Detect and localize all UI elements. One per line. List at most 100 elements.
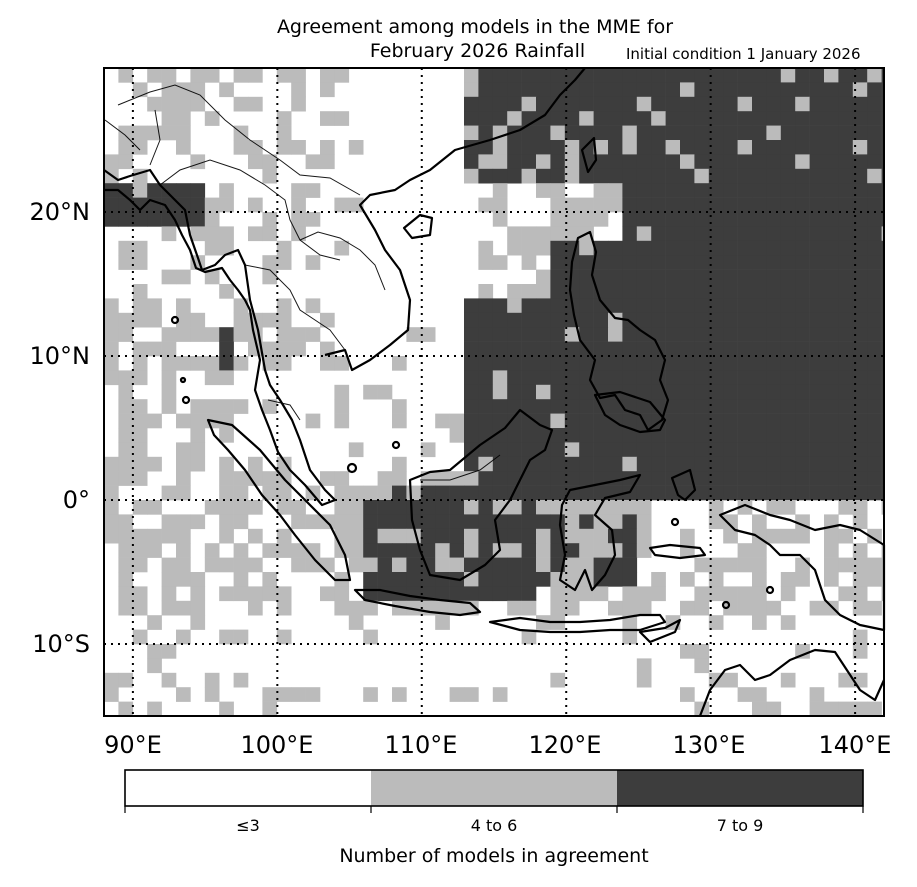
cell-mid-agreement	[132, 442, 148, 458]
cell-mid-agreement	[190, 68, 206, 83]
cell-high-agreement	[478, 485, 494, 501]
cell-high-agreement	[593, 327, 609, 342]
cell-high-agreement	[377, 586, 393, 602]
cell-high-agreement	[536, 399, 551, 414]
cell-high-agreement	[867, 226, 882, 242]
coastlines	[103, 67, 886, 717]
cell-high-agreement	[507, 384, 522, 400]
cell-mid-agreement	[118, 384, 134, 400]
cell-mid-agreement	[132, 82, 148, 98]
cell-high-agreement	[636, 384, 652, 400]
cell-mid-agreement	[492, 140, 508, 155]
cell-mid-agreement	[694, 644, 710, 659]
cell-mid-agreement	[867, 572, 882, 587]
cell-high-agreement	[737, 298, 753, 314]
cell-high-agreement	[752, 399, 767, 414]
cell-high-agreement	[752, 168, 767, 184]
cell-high-agreement	[550, 399, 566, 414]
cell-mid-agreement	[564, 557, 580, 573]
cell-high-agreement	[464, 442, 479, 458]
cell-high-agreement	[579, 471, 594, 486]
cell-mid-agreement	[550, 125, 566, 141]
cell-high-agreement	[824, 284, 839, 299]
cell-mid-agreement	[104, 500, 119, 515]
cell-high-agreement	[795, 312, 810, 328]
cell-high-agreement	[852, 298, 868, 314]
cell-mid-agreement	[867, 68, 882, 83]
cell-mid-agreement	[564, 500, 580, 515]
cell-high-agreement	[579, 413, 594, 429]
cell-high-agreement	[838, 384, 854, 400]
cell-high-agreement	[881, 428, 885, 443]
cell-high-agreement	[536, 168, 551, 184]
cell-high-agreement	[795, 471, 810, 486]
cell-high-agreement	[723, 68, 738, 83]
cell-mid-agreement	[334, 197, 350, 213]
cell-high-agreement	[536, 312, 551, 328]
cell-high-agreement	[147, 183, 162, 198]
cell-mid-agreement	[795, 96, 810, 112]
cell-high-agreement	[752, 327, 767, 342]
cell-mid-agreement	[204, 399, 220, 414]
cell-high-agreement	[795, 384, 810, 400]
cell-mid-agreement	[737, 96, 753, 112]
cell-high-agreement	[766, 168, 782, 184]
cell-mid-agreement	[680, 528, 695, 544]
cell-mid-agreement	[147, 658, 162, 674]
cell-mid-agreement	[262, 226, 278, 242]
cell-high-agreement	[406, 557, 422, 573]
cell-high-agreement	[521, 543, 537, 558]
cell-mid-agreement	[363, 600, 378, 616]
cell-high-agreement	[723, 212, 738, 227]
cell-mid-agreement	[636, 543, 652, 558]
cell-high-agreement	[780, 111, 796, 126]
cell-high-agreement	[608, 125, 623, 141]
cell-mid-agreement	[161, 226, 177, 242]
lat-label-20n: 20°N	[29, 198, 91, 226]
cell-mid-agreement	[852, 514, 868, 530]
cell-mid-agreement	[622, 125, 638, 141]
cell-high-agreement	[636, 298, 652, 314]
cell-high-agreement	[838, 212, 854, 227]
cell-high-agreement	[708, 485, 724, 501]
cell-high-agreement	[881, 269, 885, 285]
cell-mid-agreement	[521, 96, 537, 112]
cell-mid-agreement	[579, 500, 594, 515]
cell-high-agreement	[492, 68, 508, 83]
cell-high-agreement	[766, 384, 782, 400]
cell-high-agreement	[838, 183, 854, 198]
cell-mid-agreement	[176, 356, 191, 371]
cell-high-agreement	[449, 528, 465, 544]
cell-high-agreement	[708, 284, 724, 299]
cell-mid-agreement	[622, 600, 638, 616]
cell-high-agreement	[406, 572, 422, 587]
cell-mid-agreement	[780, 572, 796, 587]
cell-high-agreement	[406, 500, 422, 515]
cell-high-agreement	[492, 399, 508, 414]
cell-high-agreement	[737, 125, 753, 141]
cell-high-agreement	[809, 168, 825, 184]
cell-high-agreement	[478, 327, 494, 342]
cell-high-agreement	[708, 456, 724, 472]
cell-high-agreement	[694, 140, 710, 155]
cell-mid-agreement	[406, 485, 422, 501]
cell-high-agreement	[708, 212, 724, 227]
cell-mid-agreement	[219, 370, 234, 386]
cell-mid-agreement	[852, 543, 868, 558]
cell-mid-agreement	[348, 600, 364, 616]
cell-mid-agreement	[320, 312, 335, 328]
cell-mid-agreement	[176, 485, 191, 501]
cell-mid-agreement	[305, 212, 321, 227]
cell-mid-agreement	[464, 500, 479, 515]
cell-high-agreement	[118, 197, 134, 213]
cell-high-agreement	[161, 183, 177, 198]
cell-mid-agreement	[204, 197, 220, 213]
cell-high-agreement	[651, 226, 666, 242]
cell-mid-agreement	[118, 312, 134, 328]
cell-high-agreement	[132, 197, 148, 213]
cell-high-agreement	[780, 269, 796, 285]
cell-mid-agreement	[881, 500, 885, 515]
cell-high-agreement	[852, 240, 868, 256]
cell-high-agreement	[694, 154, 710, 170]
cell-high-agreement	[881, 356, 885, 371]
